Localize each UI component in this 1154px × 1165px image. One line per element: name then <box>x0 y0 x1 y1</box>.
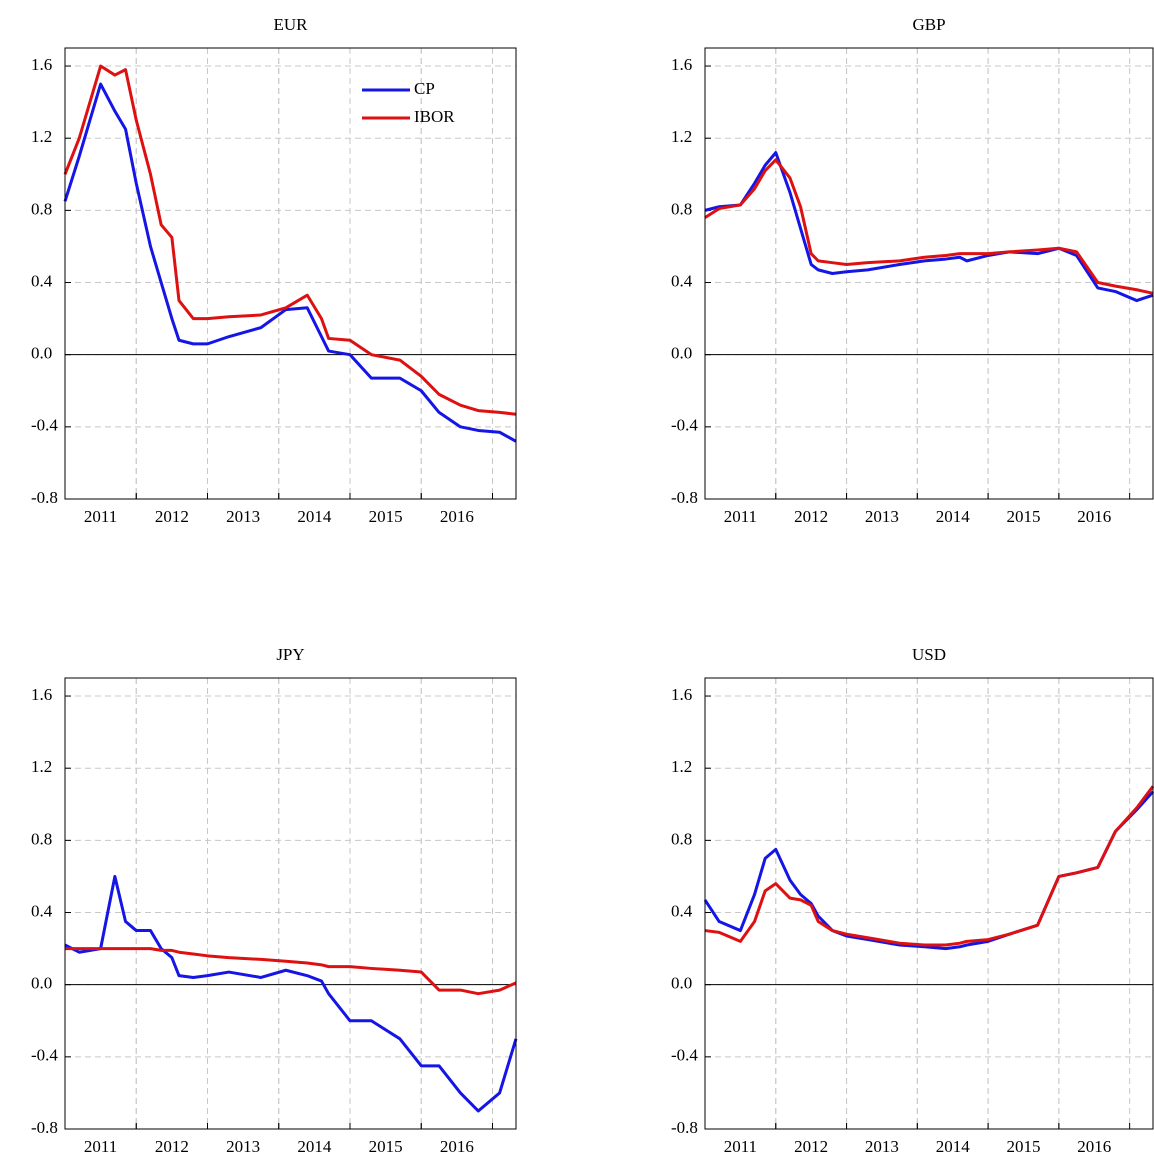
x-tick-label: 2014 <box>936 1137 971 1156</box>
x-tick-label: 2012 <box>794 507 828 526</box>
y-tick-label: 1.6 <box>671 55 692 74</box>
y-tick-label: 0.4 <box>31 901 53 920</box>
x-tick-label: 2013 <box>226 507 260 526</box>
y-tick-label: -0.4 <box>31 416 58 435</box>
x-tick-label: 2016 <box>440 1137 474 1156</box>
y-tick-label: 0.8 <box>671 829 692 848</box>
chart-title: EUR <box>274 15 309 34</box>
x-tick-label: 2011 <box>84 507 117 526</box>
series-line <box>64 874 518 1113</box>
x-tick-label: 2014 <box>936 507 971 526</box>
series-line <box>704 785 1154 947</box>
y-tick-label: 0.8 <box>31 199 52 218</box>
x-tick-label: 2012 <box>155 507 189 526</box>
y-tick-label: 1.6 <box>31 685 52 704</box>
chart-title: JPY <box>276 645 304 664</box>
legend-label: IBOR <box>414 107 455 126</box>
y-tick-label: 1.2 <box>671 757 692 776</box>
chart-title: USD <box>912 645 946 664</box>
y-tick-label: 0.8 <box>31 829 52 848</box>
y-tick-label: 0.4 <box>671 901 693 920</box>
y-tick-label: 0.0 <box>31 974 52 993</box>
series-line <box>63 64 517 416</box>
y-tick-label: -0.8 <box>31 1118 58 1137</box>
series-line <box>65 947 517 996</box>
y-tick-label: 0.4 <box>31 271 53 290</box>
series-line <box>704 151 1154 303</box>
y-tick-label: 0.4 <box>671 271 693 290</box>
plot-frame <box>64 47 517 500</box>
y-tick-label: -0.8 <box>31 488 58 507</box>
y-tick-label: -0.8 <box>671 1118 698 1137</box>
series-line <box>704 158 1154 295</box>
x-tick-label: 2013 <box>226 1137 260 1156</box>
y-tick-label: 0.0 <box>31 344 52 363</box>
y-tick-label: -0.4 <box>671 1046 698 1065</box>
y-tick-label: 0.0 <box>671 974 692 993</box>
x-tick-label: 2016 <box>440 507 474 526</box>
plot-frame <box>64 677 517 1130</box>
x-tick-label: 2011 <box>84 1137 117 1156</box>
y-tick-label: 1.2 <box>31 127 52 146</box>
y-tick-label: 1.6 <box>671 685 692 704</box>
y-tick-label: 1.2 <box>31 757 52 776</box>
y-tick-label: 0.0 <box>671 344 692 363</box>
x-tick-label: 2013 <box>865 1137 899 1156</box>
y-tick-label: 0.8 <box>671 199 692 218</box>
y-tick-label: -0.8 <box>671 488 698 507</box>
x-tick-label: 2012 <box>155 1137 189 1156</box>
x-tick-label: 2016 <box>1077 507 1111 526</box>
plot-frame <box>704 47 1154 500</box>
x-tick-label: 2012 <box>794 1137 828 1156</box>
x-tick-label: 2016 <box>1077 1137 1111 1156</box>
legend-label: CP <box>414 79 435 98</box>
chart-title: GBP <box>912 15 945 34</box>
plot-frame <box>704 677 1154 1130</box>
x-tick-label: 2015 <box>369 1137 403 1156</box>
x-tick-label: 2014 <box>297 507 332 526</box>
x-tick-label: 2015 <box>1006 1137 1040 1156</box>
x-tick-label: 2011 <box>724 1137 757 1156</box>
x-tick-label: 2013 <box>865 507 899 526</box>
y-tick-label: 1.2 <box>671 127 692 146</box>
x-tick-label: 2015 <box>369 507 403 526</box>
x-tick-label: 2014 <box>297 1137 332 1156</box>
y-tick-label: -0.4 <box>31 1046 58 1065</box>
series-line <box>63 82 517 443</box>
y-tick-label: 1.6 <box>31 55 52 74</box>
y-tick-label: -0.4 <box>671 416 698 435</box>
x-tick-label: 2011 <box>724 507 757 526</box>
x-tick-label: 2015 <box>1006 507 1040 526</box>
